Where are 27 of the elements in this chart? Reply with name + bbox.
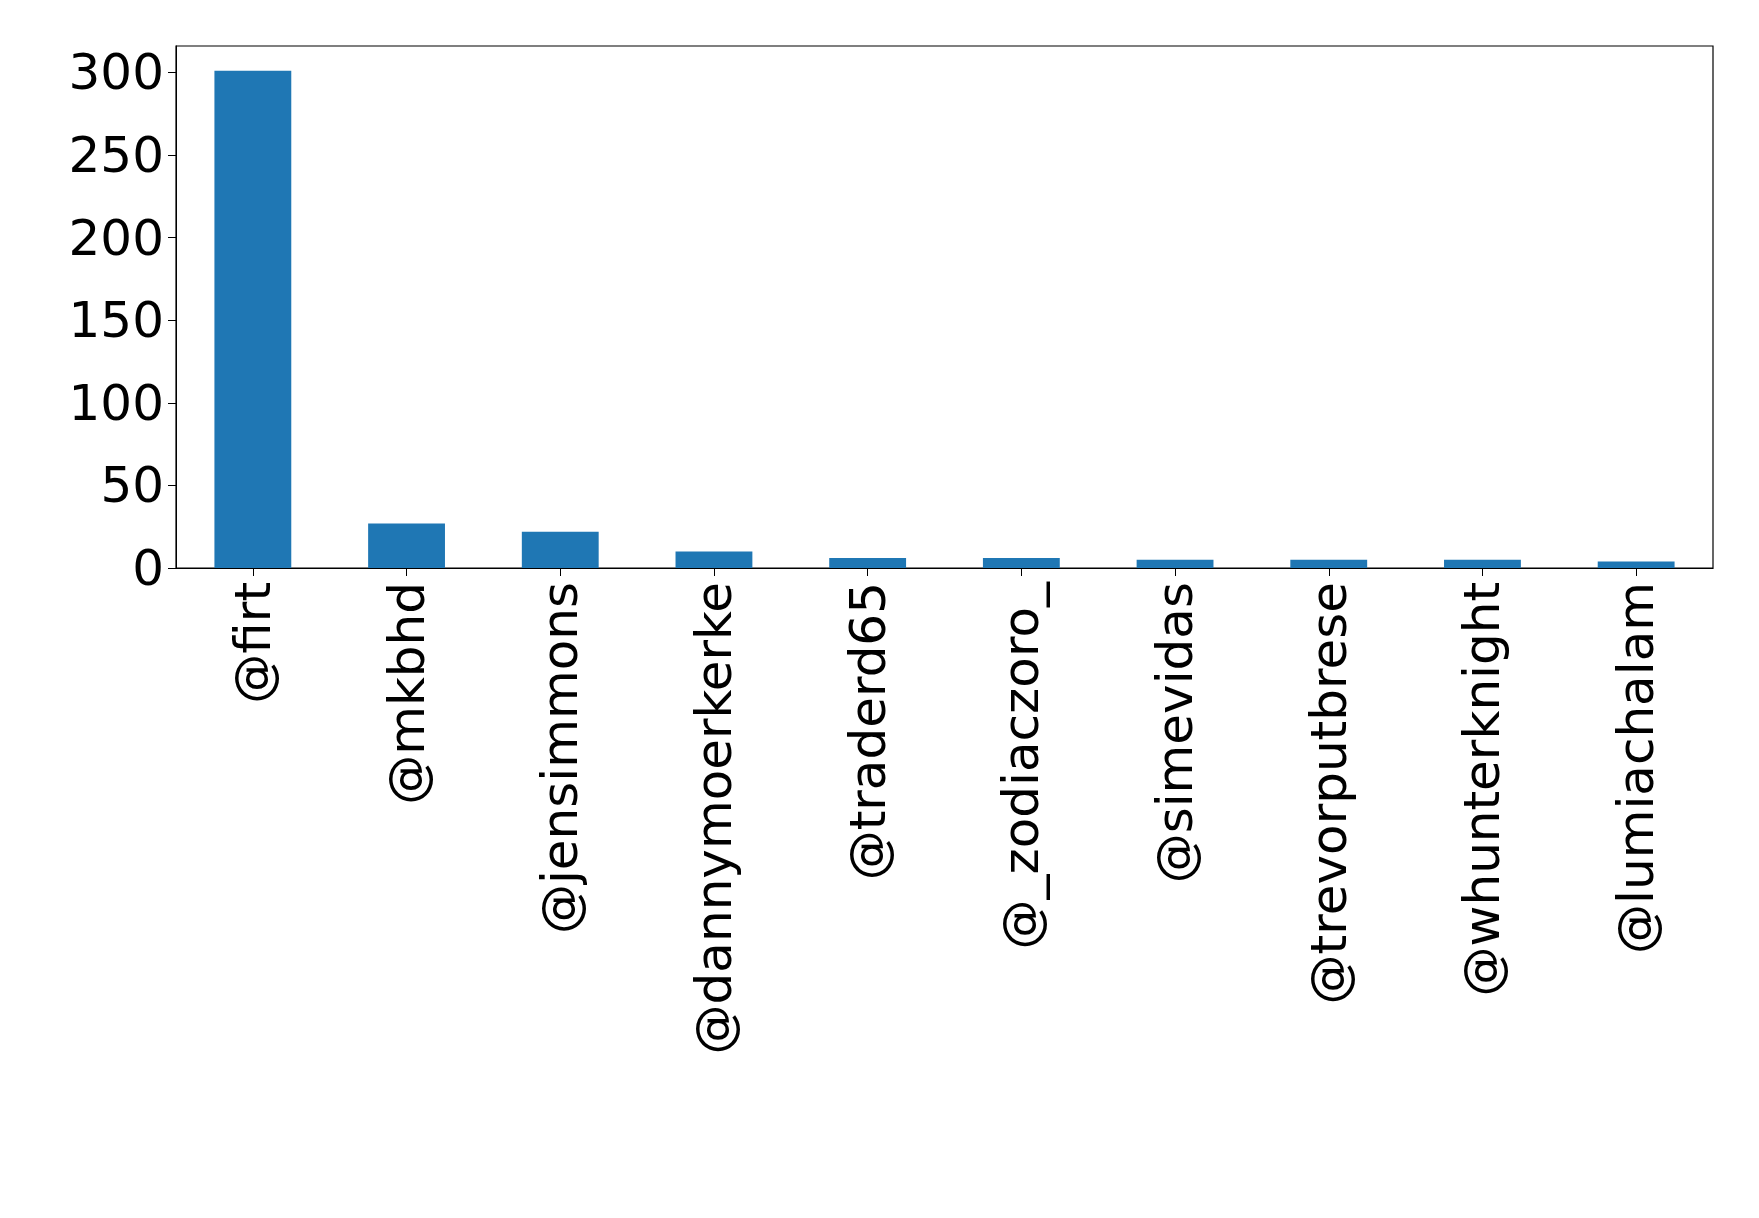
x-tick-label: @mkbhd	[377, 582, 436, 805]
bar	[1597, 561, 1675, 568]
y-tick-label: 250	[68, 126, 164, 185]
x-tick-label: @traderd65	[838, 582, 897, 881]
y-tick-label: 50	[100, 456, 164, 515]
y-tick-label: 150	[68, 291, 164, 350]
bar	[1444, 559, 1521, 568]
x-tick-label: @trevorputbrese	[1299, 582, 1358, 1005]
x-tick-label: @simevidas	[1146, 582, 1205, 884]
x-tick-label: @firt	[223, 582, 282, 704]
bar	[214, 70, 292, 568]
y-tick-label: 300	[68, 43, 164, 102]
bar	[829, 558, 907, 568]
bar	[521, 531, 599, 568]
y-tick-label: 200	[68, 208, 164, 267]
y-tick-label: 0	[132, 539, 164, 597]
bar	[368, 523, 445, 568]
x-tick-label: @lumiachalam	[1607, 582, 1666, 954]
x-tick-label: @whunterknight	[1453, 582, 1512, 997]
y-tick-label: 100	[68, 373, 164, 432]
x-tick-label: @jensimmons	[531, 582, 590, 935]
bar	[1136, 559, 1214, 568]
x-tick-label: @_zodiaczoro_	[992, 581, 1051, 950]
x-tick-label: @dannymoerkerke	[684, 582, 743, 1055]
bar	[982, 558, 1060, 568]
bar	[675, 551, 753, 568]
bar	[1290, 559, 1368, 568]
